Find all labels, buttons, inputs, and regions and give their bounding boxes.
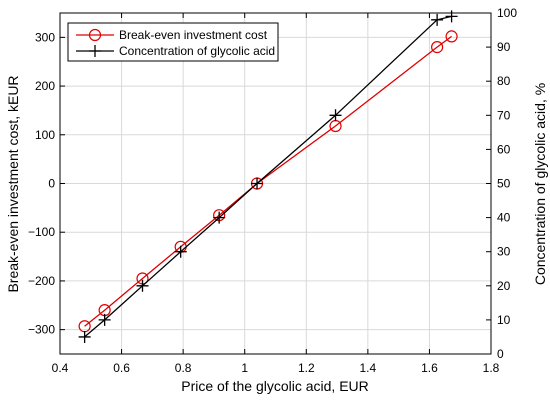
data-point <box>174 245 187 258</box>
data-point <box>445 30 458 43</box>
x-tick-label: 0.4 <box>52 361 69 375</box>
data-point <box>431 40 444 54</box>
legend-marker-cost <box>88 28 102 42</box>
series-0 <box>78 30 458 333</box>
y-right-tick-label: 70 <box>497 108 511 122</box>
data-point <box>445 10 458 23</box>
y-right-tick-label: 20 <box>497 279 511 293</box>
data-point <box>251 177 264 190</box>
y-right-tick-label: 50 <box>497 177 511 191</box>
y-right-axis-title: Concentration of glycolic acid, % <box>532 83 548 285</box>
y-left-tick-label: 200 <box>35 79 55 93</box>
y-left-tick-label: 0 <box>48 177 55 191</box>
y-right-tick-label: 80 <box>497 74 511 88</box>
y-left-tick-label: −200 <box>28 274 55 288</box>
x-ticks: 0.4 0.6 0.8 1 1.2 1.4 1.6 1.8 <box>52 13 500 375</box>
series-layer <box>78 10 458 343</box>
data-point <box>329 109 342 122</box>
y-right-tick-label: 0 <box>497 347 504 361</box>
data-point <box>98 313 111 326</box>
legend-label-cost: Break-even investment cost <box>119 28 268 42</box>
grid <box>60 13 491 354</box>
legend-label-concentration: Concentration of glycolic acid <box>119 44 275 58</box>
data-point <box>213 211 226 224</box>
y-right-tick-label: 10 <box>497 313 511 327</box>
y-left-ticks: −300 −200 −100 0 100 200 300 <box>28 30 65 337</box>
series-line <box>84 15 452 338</box>
y-right-tick-label: 40 <box>497 211 511 225</box>
y-right-tick-label: 90 <box>497 40 511 54</box>
legend-marker-concentration <box>89 45 101 57</box>
x-tick-label: 1.4 <box>360 361 377 375</box>
legend-box <box>67 22 279 62</box>
data-point <box>136 279 149 292</box>
x-tick-label: 1.8 <box>483 361 500 375</box>
x-tick-label: 0.8 <box>175 361 192 375</box>
y-right-tick-label: 100 <box>497 6 517 20</box>
x-tick-label: 1 <box>241 361 248 375</box>
legend: Break-even investment cost Concentration… <box>67 22 279 62</box>
y-left-tick-label: 300 <box>35 30 55 44</box>
y-left-tick-label: −100 <box>28 225 55 239</box>
y-left-tick-label: 100 <box>35 128 55 142</box>
x-tick-label: 0.6 <box>113 361 130 375</box>
data-point <box>431 13 444 26</box>
y-right-tick-label: 60 <box>497 142 511 156</box>
x-tick-label: 1.2 <box>298 361 315 375</box>
series-1 <box>78 10 458 343</box>
x-tick-label: 1.6 <box>421 361 438 375</box>
x-axis-title: Price of the glycolic acid, EUR <box>181 378 369 394</box>
y-left-tick-label: −300 <box>28 323 55 337</box>
y-right-ticks: 0 10 20 30 40 50 60 70 80 90 100 <box>486 6 517 361</box>
y-left-axis-title: Break-even investment cost, kEUR <box>5 75 21 292</box>
data-point <box>78 330 91 343</box>
y-right-tick-label: 30 <box>497 245 511 259</box>
